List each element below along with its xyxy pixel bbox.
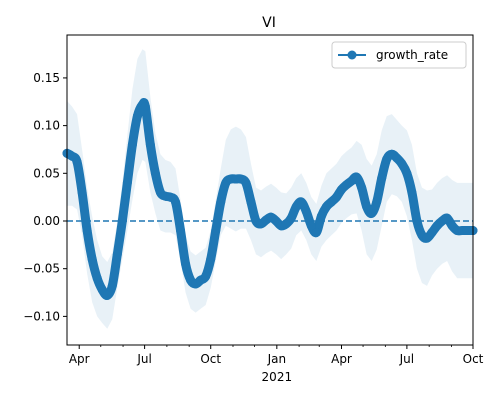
y-tick-label: 0.10 bbox=[33, 119, 60, 133]
x-tick-label: Jul bbox=[399, 352, 414, 366]
data-point bbox=[127, 140, 137, 150]
data-point bbox=[352, 172, 362, 182]
data-point bbox=[427, 227, 437, 237]
x-tick-label: Oct bbox=[200, 352, 221, 366]
y-tick-label: −0.10 bbox=[23, 309, 60, 323]
data-point bbox=[176, 226, 186, 236]
data-point bbox=[397, 159, 407, 169]
data-point bbox=[301, 206, 311, 216]
x-tick-label: Jul bbox=[136, 352, 151, 366]
data-point bbox=[377, 173, 387, 183]
data-point bbox=[412, 216, 422, 226]
data-point bbox=[296, 197, 306, 207]
legend-label: growth_rate bbox=[376, 48, 448, 62]
data-point bbox=[201, 271, 211, 281]
legend-marker bbox=[347, 50, 357, 60]
data-point bbox=[331, 192, 341, 202]
data-point bbox=[316, 211, 326, 221]
data-point bbox=[286, 213, 296, 223]
x-tick-label: Jan bbox=[267, 352, 287, 366]
data-point bbox=[362, 202, 372, 212]
data-point bbox=[140, 102, 150, 112]
data-point bbox=[150, 168, 160, 178]
data-point bbox=[216, 197, 226, 207]
plot-area bbox=[62, 34, 478, 346]
data-point bbox=[87, 254, 97, 264]
data-point bbox=[211, 226, 221, 236]
legend-box bbox=[331, 41, 467, 69]
data-point bbox=[145, 140, 155, 150]
data-point bbox=[107, 281, 117, 291]
data-point bbox=[77, 187, 87, 197]
data-point bbox=[117, 216, 127, 226]
data-point bbox=[241, 178, 251, 188]
data-point bbox=[92, 273, 102, 283]
data-point bbox=[132, 111, 142, 121]
data-point bbox=[206, 254, 216, 264]
data-point bbox=[372, 197, 382, 207]
data-point bbox=[442, 213, 452, 223]
data-point bbox=[246, 197, 256, 207]
y-tick-label: 0.15 bbox=[33, 71, 60, 85]
data-point bbox=[367, 208, 377, 218]
data-point bbox=[357, 183, 367, 193]
data-point bbox=[407, 187, 417, 197]
data-point bbox=[72, 157, 82, 167]
legend: growth_rate bbox=[331, 41, 467, 69]
x-tick-label: Apr bbox=[331, 352, 352, 366]
data-point bbox=[82, 226, 92, 236]
y-tick-label: −0.05 bbox=[23, 262, 60, 276]
x-tick-label: Apr bbox=[69, 352, 90, 366]
confidence-band bbox=[67, 49, 473, 329]
y-tick-label: 0.00 bbox=[33, 214, 60, 228]
data-point bbox=[181, 259, 191, 269]
data-point bbox=[171, 197, 181, 207]
data-point bbox=[306, 221, 316, 231]
x-tick-label: Oct bbox=[463, 352, 484, 366]
data-point bbox=[402, 168, 412, 178]
plot-frame bbox=[66, 34, 474, 346]
x-axis: Apr Jul Oct Jan Apr Jul Oct 2021 bbox=[69, 345, 484, 384]
chart-title: VI bbox=[262, 15, 276, 31]
y-axis: −0.10 −0.05 0.00 0.05 0.10 0.15 bbox=[23, 71, 67, 323]
data-point bbox=[122, 178, 132, 188]
data-point bbox=[102, 290, 112, 300]
data-point bbox=[311, 227, 321, 237]
y-tick-label: 0.05 bbox=[33, 166, 60, 180]
x-year-label: 2021 bbox=[262, 370, 293, 384]
data-point bbox=[112, 249, 122, 259]
